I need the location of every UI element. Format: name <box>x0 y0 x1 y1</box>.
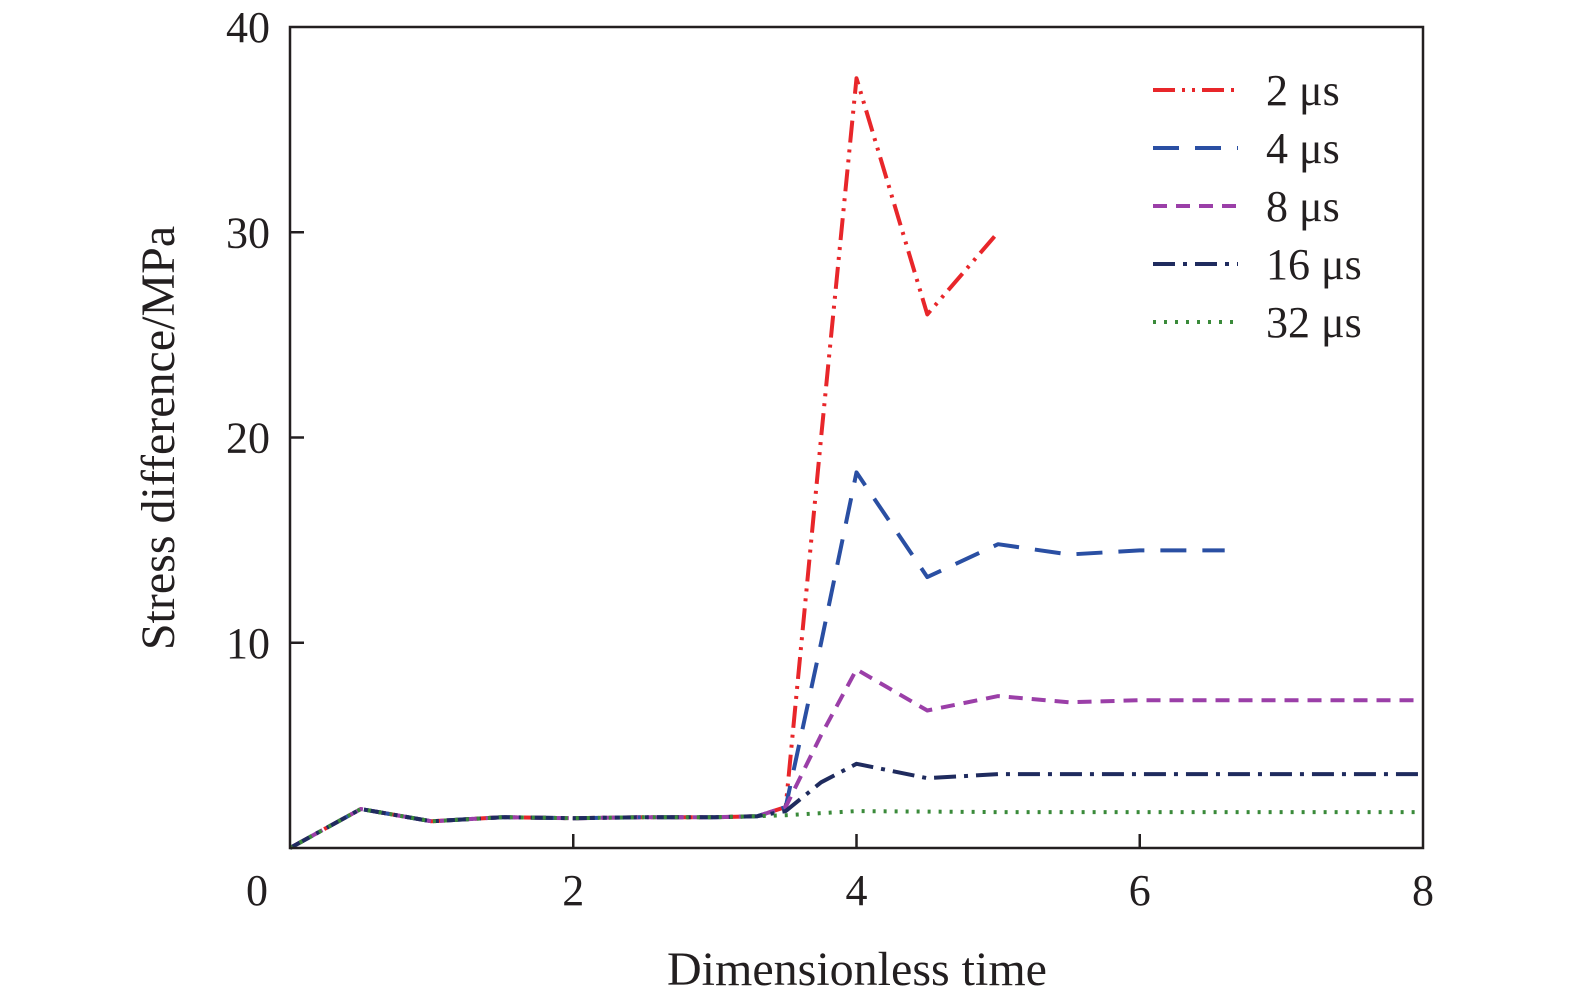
series-line-2 <box>289 470 1225 850</box>
series-line-5 <box>289 807 1423 850</box>
x-tick-label: 8 <box>1412 866 1434 915</box>
legend-label-3: 8 μs <box>1266 182 1340 231</box>
legend-label-5: 32 μs <box>1266 298 1362 347</box>
y-tick-label: 20 <box>226 414 270 463</box>
y-tick-label: 40 <box>226 3 270 52</box>
axes: 0 2 4 6 8 10 20 30 40 <box>226 3 1434 915</box>
x-tick-label: 6 <box>1129 866 1151 915</box>
legend-label-1: 2 μs <box>1266 66 1340 115</box>
y-axis-title: Stress difference/MPa <box>132 226 185 650</box>
x-axis-title: Dimensionless time <box>667 943 1047 996</box>
y-tick-label: 10 <box>226 619 270 668</box>
series-line-1 <box>289 76 1000 850</box>
x-tick-label: 0 <box>246 866 268 915</box>
legend-label-2: 4 μs <box>1266 124 1340 173</box>
x-tick-label: 2 <box>562 866 584 915</box>
plot-frame <box>288 25 1425 850</box>
legend-label-4: 16 μs <box>1266 240 1362 289</box>
plot-area <box>289 76 1423 850</box>
series-line-3 <box>289 667 1423 850</box>
legend: 2 μs 4 μs 8 μs 16 μs 32 μs <box>1153 66 1362 347</box>
y-tick-label: 30 <box>226 208 270 257</box>
x-tick-label: 4 <box>846 866 868 915</box>
